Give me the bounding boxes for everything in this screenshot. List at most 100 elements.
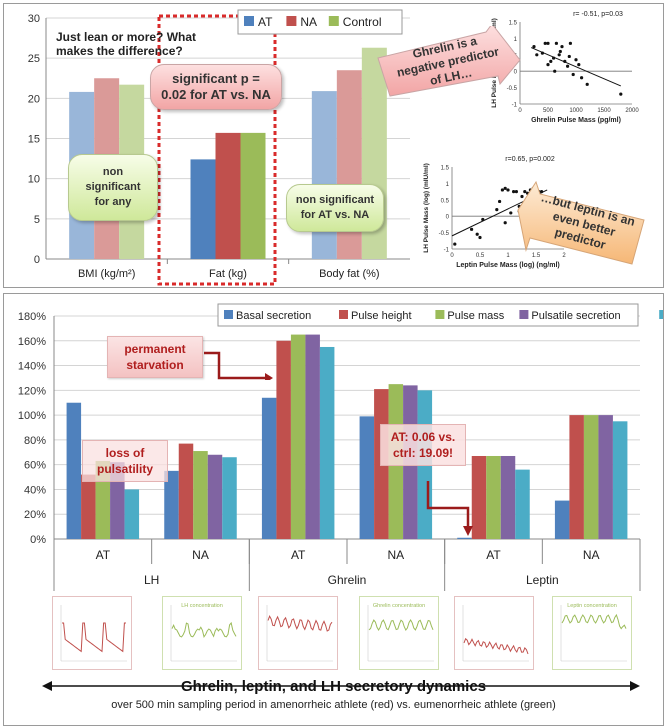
bar-auc-3 xyxy=(319,346,335,539)
scatter-y-tick: 0.5 xyxy=(441,198,450,204)
scatter-point xyxy=(580,76,584,80)
thumbnail-line xyxy=(368,619,434,631)
scatter-point xyxy=(498,199,502,204)
thumbnail-line xyxy=(463,637,529,655)
group-label-lh: LH xyxy=(144,573,159,587)
nonsignificant-atna-callout: non significant for AT vs. NA xyxy=(286,184,384,232)
bar-pulse-height-3 xyxy=(276,340,291,539)
scatter-y-label: LH Pulse Mass (log) (mIU/ml) xyxy=(423,163,430,253)
bar-pulsatile-secretion-3 xyxy=(305,334,320,539)
scatter-y-tick: -1 xyxy=(512,103,518,109)
thumbnail-trace xyxy=(60,605,127,662)
scatter-point xyxy=(535,53,539,57)
loss-of-pulsatility-callout: loss of pulsatility xyxy=(82,440,168,482)
thumbnail-strip: LH concentration Ghrelin concentration Lep… xyxy=(4,596,663,676)
scatter-point xyxy=(571,72,575,77)
thumbnail-trace: Leptin concentration xyxy=(560,603,627,662)
bar-basal-secretion-3 xyxy=(261,397,277,539)
x-category-label: Fat (kg) xyxy=(209,268,247,280)
scatter-y-tick: 1.5 xyxy=(509,21,518,27)
footer-rule xyxy=(42,681,640,691)
scatter-point xyxy=(503,186,507,190)
scatter-y-tick: 0 xyxy=(446,215,450,221)
bar-pulse-mass-6 xyxy=(583,415,599,539)
scatter-x-tick: 2 xyxy=(562,253,566,259)
y-tick-label: 0 xyxy=(34,254,40,266)
thumbnail-line xyxy=(171,621,237,638)
scatter-y-tick: -0.5 xyxy=(439,231,450,237)
bar-pulse-height-2 xyxy=(178,443,194,539)
nonsignificant-any-callout: non significant for any xyxy=(68,154,158,221)
permanent-starvation-callout: permanent starvation xyxy=(107,336,203,378)
x-category-label: AT xyxy=(486,548,501,562)
scatter-point xyxy=(495,208,499,212)
secretion-thumbnail xyxy=(454,596,534,670)
bar-basal-secretion-5 xyxy=(457,537,472,539)
secretion-thumbnail xyxy=(52,596,132,670)
y-tick-label: 10 xyxy=(28,174,40,186)
bar-auc-2 xyxy=(222,457,237,539)
bar-pulse-height-6 xyxy=(569,415,584,539)
scatter-point xyxy=(478,235,482,240)
scatter-y-tick: 1 xyxy=(514,37,518,43)
scatter-x-tick: 1.5 xyxy=(532,253,541,259)
scatter-point xyxy=(520,194,524,199)
legend-box xyxy=(217,303,639,327)
scatter-point xyxy=(543,41,547,45)
scatter-point xyxy=(546,41,550,45)
scatter-x-tick: 1500 xyxy=(597,108,611,114)
bar-control-2 xyxy=(240,132,266,259)
scatter-point xyxy=(503,221,507,225)
y-tick-label: 20% xyxy=(24,509,46,521)
secretion-thumbnail: Leptin concentration xyxy=(552,596,632,670)
scatter-point xyxy=(514,190,518,194)
y-tick-label: 100% xyxy=(18,410,46,422)
scatter-x-tick: 0.5 xyxy=(476,253,485,259)
scatter-point xyxy=(549,59,553,63)
y-tick-label: 180% xyxy=(18,311,46,323)
scatter-point xyxy=(566,64,570,68)
scatter-point xyxy=(557,53,561,57)
x-category-label: AT xyxy=(96,548,111,562)
legend-swatch-na xyxy=(286,16,297,26)
scatter-point xyxy=(546,63,550,67)
scatter-point xyxy=(509,211,513,215)
question-text: Just lean or more? What makes the differ… xyxy=(56,30,197,58)
thumbnail-title: LH concentration xyxy=(181,603,223,609)
scatter-x-tick: 1 xyxy=(506,253,510,259)
ghrelin-callout-arrow xyxy=(377,26,521,97)
bar-pulsatile-secretion-2 xyxy=(207,454,223,539)
legend-swatch-control xyxy=(328,16,339,26)
bar-pulse-mass-2 xyxy=(193,451,208,539)
scatter-y-tick: -1 xyxy=(444,248,450,254)
legend-swatch-basal-secretion xyxy=(224,310,233,319)
ratio-arrow xyxy=(426,481,473,536)
scatter-point xyxy=(553,69,557,73)
x-category-label: BMI (kg/m²) xyxy=(78,268,135,280)
legend-label-pulsatile-secretion: Pulsatile secretion xyxy=(531,310,620,322)
legend-swatch-auc xyxy=(659,310,663,319)
secretion-chart: 0% 20% 40% 60% 80% 100% 120% 140% 160% 180% AT NA AT… xyxy=(18,303,663,591)
y-tick-label: 15 xyxy=(28,134,40,146)
y-tick-label: 20 xyxy=(28,93,40,105)
legend-label-basal-secretion: Basal secretion xyxy=(236,310,311,322)
thumbnail-title: Leptin concentration xyxy=(567,603,617,609)
y-tick-label: 25 xyxy=(28,53,40,65)
bar-pulse-height-5 xyxy=(471,455,487,539)
legend-swatch-pulse-height xyxy=(339,310,348,319)
scatter-point xyxy=(558,49,562,54)
group-label-leptin: Leptin xyxy=(526,573,559,587)
legend-swatch-pulse-mass xyxy=(435,310,445,319)
scatter-y-tick: -0.5 xyxy=(507,86,518,92)
significant-callout: significant p = 0.02 for AT vs. NA xyxy=(150,64,282,110)
ratio-callout: AT: 0.06 vs. ctrl: 19.09! xyxy=(380,424,466,466)
scatter-point xyxy=(560,45,564,49)
scatter-point xyxy=(500,188,504,192)
bar-basal-secretion-2 xyxy=(164,470,179,539)
permanent-starvation-arrow xyxy=(204,351,273,380)
fat-highlight-box xyxy=(157,14,277,286)
footer-title: Ghrelin, leptin, and LH secretory dynami… xyxy=(180,678,487,695)
y-tick-label: 5 xyxy=(34,214,40,226)
legend-swatch-at xyxy=(244,16,254,26)
bottom-panel: 0% 20% 40% 60% 80% 100% 120% 140% 160% 180% AT NA AT… xyxy=(3,293,664,726)
